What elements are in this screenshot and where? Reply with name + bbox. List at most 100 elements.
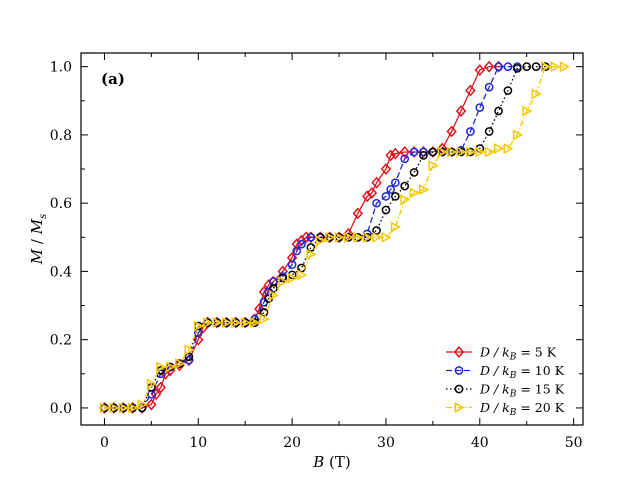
legend-marker [454, 384, 464, 394]
data-point [258, 285, 270, 298]
legend-label: D / kB = 20 K [479, 400, 565, 418]
data-point [343, 231, 355, 243]
data-point [155, 381, 166, 394]
legend: D / kB = 5 KD / kB = 10 KD / kB = 15 KD … [446, 345, 565, 418]
data-point [390, 221, 402, 233]
data-point [372, 231, 383, 243]
x-tick-label: 30 [377, 435, 395, 451]
data-point [150, 388, 162, 401]
data-point [428, 160, 439, 172]
data-point [494, 62, 503, 72]
plot-frame [80, 52, 584, 426]
data-point [484, 127, 494, 136]
data-point [380, 163, 392, 175]
data-point [409, 187, 420, 199]
data-point [372, 198, 381, 208]
data-point [277, 265, 288, 278]
data-point [503, 62, 513, 72]
data-point [456, 146, 467, 158]
data-point [455, 105, 467, 117]
x-tick-label: 0 [100, 435, 109, 451]
data-point [447, 146, 458, 158]
x-tick-labels: 0 10 20 30 40 50 [100, 435, 583, 451]
y-tick-label: 0.4 [50, 264, 72, 280]
data-point [100, 402, 111, 414]
data-point [184, 344, 195, 356]
data-point [550, 61, 561, 73]
y-tick-label: 0.2 [50, 333, 72, 349]
data-point [483, 60, 495, 73]
data-point [372, 226, 381, 235]
data-point [531, 62, 541, 72]
series-4 [100, 61, 571, 414]
data-point [437, 146, 449, 158]
data-point [400, 181, 410, 191]
data-point [287, 272, 298, 284]
data-point [306, 232, 316, 242]
legend-item: D / kB = 20 K [446, 400, 565, 418]
data-point [466, 127, 475, 136]
y-tick-label: 1.0 [50, 60, 72, 76]
data-point [156, 361, 167, 373]
data-point [118, 402, 130, 414]
data-point [419, 147, 428, 157]
data-point [409, 168, 419, 177]
data-point [325, 231, 336, 243]
x-tick-label: 50 [565, 435, 583, 451]
data-point [446, 125, 457, 138]
data-point [400, 194, 411, 206]
y-tick-label: 0.6 [50, 196, 72, 212]
data-point [390, 191, 400, 201]
series-1 [99, 60, 504, 414]
x-tick-label: 40 [471, 435, 489, 451]
data-point [399, 146, 410, 158]
data-point [297, 269, 308, 281]
data-point [254, 303, 265, 315]
data-point [366, 186, 378, 199]
data-point [531, 88, 542, 100]
data-point [137, 399, 148, 410]
data-point [221, 317, 233, 329]
data-point [475, 146, 486, 158]
data-point [522, 62, 532, 72]
data-point [128, 402, 139, 414]
data-point [362, 231, 373, 243]
data-point [231, 317, 242, 329]
data-point [465, 84, 476, 97]
data-point [381, 205, 391, 215]
data-point [381, 191, 391, 201]
data-point [278, 276, 289, 288]
data-point [146, 378, 158, 390]
y-tick-labels: 0.0 0.2 0.4 0.6 0.8 1.0 [50, 60, 72, 417]
data-point [522, 105, 533, 117]
data-point [268, 289, 280, 301]
data-point [428, 147, 438, 157]
data-point [184, 355, 194, 365]
data-point [287, 260, 297, 269]
legend-item: D / kB = 10 K [446, 363, 565, 381]
data-point [259, 313, 270, 325]
data-point [494, 143, 505, 155]
data-point [352, 207, 364, 220]
data-point [306, 248, 317, 260]
data-point [259, 308, 269, 317]
legend-label: D / kB = 15 K [479, 382, 565, 400]
data-point [165, 361, 176, 373]
data-point [400, 154, 410, 164]
data-point [465, 146, 477, 158]
data-point [292, 246, 302, 256]
data-point [353, 231, 364, 243]
data-point [484, 82, 494, 92]
series-2 [100, 62, 522, 413]
legend-marker [454, 366, 464, 375]
data-point [146, 398, 157, 411]
data-point [385, 149, 396, 162]
data-point [390, 178, 400, 188]
data-point [390, 147, 401, 160]
data-point [250, 317, 261, 329]
data-point [503, 86, 513, 95]
data-point [175, 358, 186, 370]
y-axis-title: M / Ms [28, 214, 49, 265]
x-tick-label: 10 [189, 435, 207, 451]
